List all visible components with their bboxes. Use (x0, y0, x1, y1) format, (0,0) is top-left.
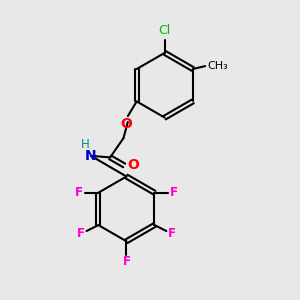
Text: F: F (168, 227, 176, 240)
Text: N: N (85, 149, 97, 163)
Text: F: F (77, 227, 85, 240)
Text: CH₃: CH₃ (208, 61, 228, 71)
Text: F: F (122, 254, 130, 268)
Text: H: H (81, 139, 90, 152)
Text: O: O (120, 117, 132, 131)
Text: O: O (128, 158, 140, 172)
Text: Cl: Cl (159, 24, 171, 37)
Text: F: F (170, 186, 178, 199)
Text: F: F (75, 186, 83, 199)
